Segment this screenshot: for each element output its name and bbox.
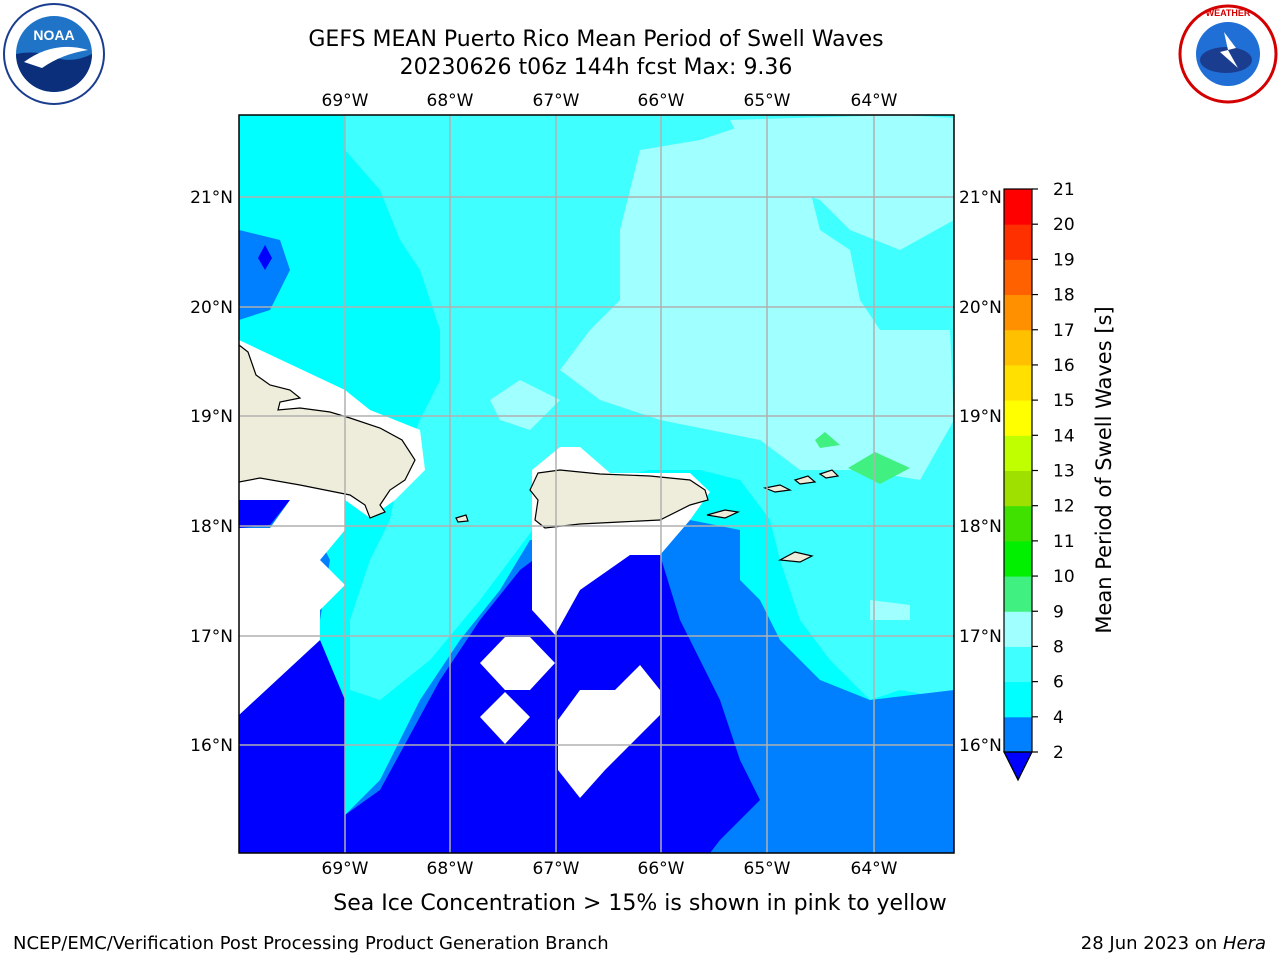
- lat-tick-label-left: 16°N: [190, 736, 233, 756]
- lon-tick-label-top: 68°W: [427, 91, 474, 111]
- colorbar-segment: [1004, 611, 1032, 647]
- contour-4-6b: [239, 115, 300, 240]
- lat-tick-label-right: 20°N: [959, 298, 1002, 318]
- lon-tick-label-bottom: 67°W: [533, 859, 580, 879]
- contour-2-4b: [239, 230, 290, 320]
- lat-tick-label-left: 18°N: [190, 517, 233, 537]
- lon-tick-label-top: 66°W: [638, 91, 685, 111]
- contour-9-10: [848, 452, 910, 484]
- colorbar-title: Mean Period of Swell Waves [s]: [1092, 306, 1116, 633]
- colorbar-segment: [1004, 716, 1032, 753]
- contour-9-10b: [815, 432, 840, 448]
- contour-8-9c: [490, 380, 560, 430]
- colorbar-segment: [1004, 505, 1032, 542]
- lat-tick-label-right: 21°N: [959, 188, 1002, 208]
- footer-host: Hera: [1222, 933, 1266, 954]
- land-puerto-rico: [529, 469, 709, 529]
- noaa-logo: NOAA: [3, 3, 105, 105]
- map-frame: [238, 114, 955, 854]
- mask-hispaniola-south: [239, 500, 345, 715]
- colorbar-tick-label: 10: [1053, 567, 1075, 587]
- lon-tick-label-top: 69°W: [322, 91, 369, 111]
- contour-8-9: [560, 120, 954, 480]
- colorbar-tick-label: 21: [1053, 180, 1075, 200]
- colorbar-segment: [1004, 364, 1032, 401]
- colorbar-segment: [1004, 435, 1032, 471]
- colorbar-segment: [1004, 259, 1032, 296]
- contour-0-2b: [258, 245, 272, 270]
- land-vieques: [706, 509, 741, 519]
- colorbar-segment: [1004, 224, 1032, 260]
- lat-tick-label-left: 19°N: [190, 407, 233, 427]
- contour-8-9b: [730, 115, 954, 250]
- footer-date-text: 28 Jun 2023 on: [1080, 933, 1223, 954]
- colorbar-segment: [1004, 681, 1032, 718]
- lat-tick-label-left: 21°N: [190, 188, 233, 208]
- map-tick-labels: 69°W 69°W 68°W 68°W 67°W 67°W 66°W 66°W 65°W 65°W…: [190, 91, 1002, 879]
- colorbar-tick-label: 12: [1053, 497, 1075, 517]
- lat-tick-label-right: 18°N: [959, 517, 1002, 537]
- nws-logo: WEATHER: [1178, 4, 1278, 104]
- mask-diamond-1: [480, 637, 555, 690]
- colorbar-tick-label: 8: [1053, 637, 1064, 657]
- map-gridlines: [239, 115, 954, 853]
- land-virgin-islands: [762, 469, 840, 493]
- colorbar-segment: [1004, 294, 1032, 331]
- colorbar-tick-label: 13: [1053, 462, 1075, 482]
- colorbar-segment: [1004, 646, 1032, 683]
- colorbar-extend-triangle: [1003, 751, 1033, 782]
- lat-tick-label-right: 19°N: [959, 407, 1002, 427]
- land-hispaniola: [239, 344, 416, 519]
- colorbar-segment: [1004, 470, 1032, 507]
- footer-date: 28 Jun 2023 on Hera: [1081, 933, 1266, 954]
- lat-tick-label-right: 16°N: [959, 736, 1002, 756]
- colorbar-tick-label: 11: [1053, 532, 1075, 552]
- colorbar-segment: [1004, 400, 1032, 436]
- lon-tick-label-bottom: 68°W: [427, 859, 474, 879]
- svg-text:NOAA: NOAA: [33, 27, 74, 43]
- colorbar-tick-label: 15: [1053, 391, 1075, 411]
- mask-south-pr: [558, 665, 660, 798]
- lat-tick-label-right: 17°N: [959, 627, 1002, 647]
- chart-title: GEFS MEAN Puerto Rico Mean Period of Swe…: [308, 27, 884, 52]
- lon-tick-label-top: 67°W: [533, 91, 580, 111]
- colorbar-tick-label: 20: [1053, 215, 1075, 235]
- colorbar-tick-label: 6: [1053, 673, 1064, 693]
- footer-branch: NCEP/EMC/Verification Post Processing Pr…: [13, 933, 609, 954]
- colorbar-tick-label: 18: [1053, 286, 1075, 306]
- lon-tick-label-bottom: 65°W: [744, 859, 791, 879]
- land-st-croix: [777, 551, 814, 563]
- map-fields: [239, 115, 954, 853]
- caption: Sea Ice Concentration > 15% is shown in …: [333, 891, 947, 916]
- colorbar-segment: [1004, 540, 1032, 577]
- colorbar-segment: [1004, 329, 1032, 366]
- lon-tick-label-bottom: 69°W: [322, 859, 369, 879]
- mask-diamond-2: [480, 692, 530, 744]
- lat-tick-label-left: 17°N: [190, 627, 233, 647]
- lon-tick-label-bottom: 64°W: [851, 859, 898, 879]
- land-mona: [455, 514, 469, 523]
- contour-8-9d: [870, 600, 910, 620]
- colorbar-tick-label: 16: [1053, 356, 1075, 376]
- lon-tick-label-top: 64°W: [851, 91, 898, 111]
- colorbar: 2 4 6 8 9 10 11 12 13 14 15 16 17 18 19 20 21: [1003, 180, 1075, 782]
- colorbar-tick-label: 2: [1053, 743, 1064, 763]
- chart-subtitle: 20230626 t06z 144h fcst Max: 9.36: [399, 55, 793, 80]
- svg-text:WEATHER: WEATHER: [1206, 8, 1251, 18]
- colorbar-tick-label: 4: [1053, 708, 1064, 728]
- colorbar-segment: [1004, 576, 1032, 612]
- colorbar-tick-label: 17: [1053, 321, 1075, 341]
- lon-tick-label-bottom: 66°W: [638, 859, 685, 879]
- lat-tick-label-left: 20°N: [190, 298, 233, 318]
- lon-tick-label-top: 65°W: [744, 91, 791, 111]
- colorbar-tick-label: 9: [1053, 602, 1064, 622]
- colorbar-tick-label: 14: [1053, 426, 1075, 446]
- colorbar-segment: [1004, 189, 1032, 225]
- colorbar-tick-label: 19: [1053, 250, 1075, 270]
